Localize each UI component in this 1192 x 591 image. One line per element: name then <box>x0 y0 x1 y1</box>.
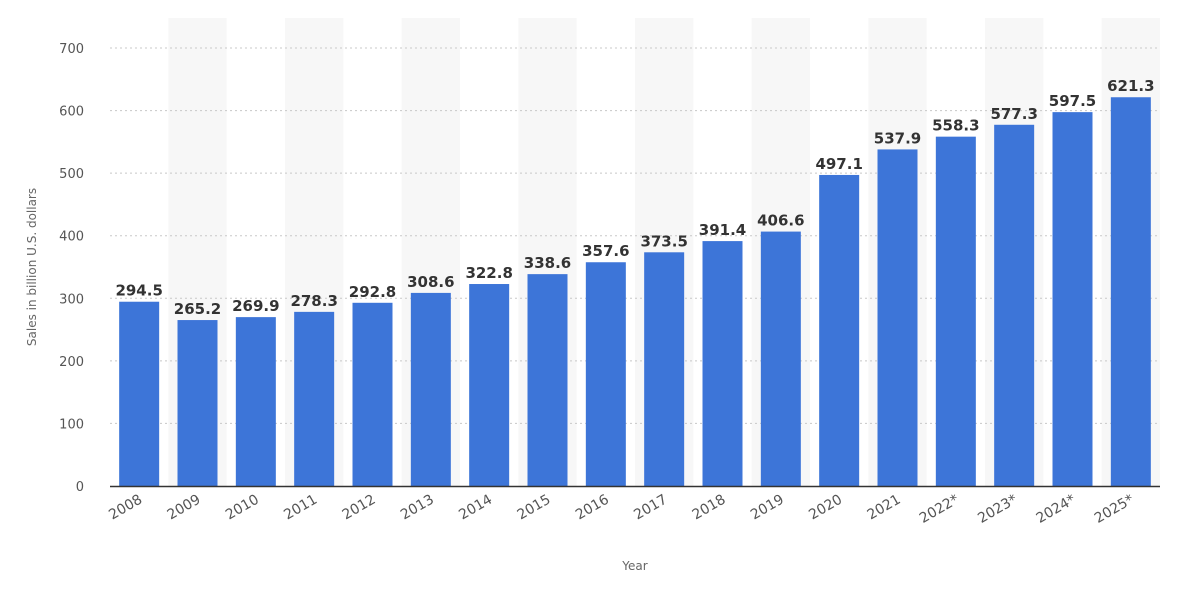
x-tick-label: 2025* <box>1092 492 1137 527</box>
bar <box>819 174 860 486</box>
bar <box>527 274 568 486</box>
y-axis-ticks: 0 100 200 300 400 500 600 700 <box>59 42 84 495</box>
x-tick-label: 2020 <box>806 492 845 524</box>
y-tick-label: 500 <box>59 167 84 182</box>
x-tick-label: 2016 <box>573 492 612 524</box>
x-tick-label: 2024* <box>1034 492 1079 527</box>
data-label: 497.1 <box>815 155 862 173</box>
bar <box>177 320 218 486</box>
data-label: 308.6 <box>407 273 454 291</box>
data-label: 373.5 <box>640 232 687 250</box>
y-tick-label: 600 <box>59 105 84 120</box>
bar <box>702 241 743 486</box>
bar <box>235 317 276 486</box>
x-tick-label: 2009 <box>165 492 204 524</box>
bar <box>410 292 451 486</box>
bar <box>585 262 626 486</box>
data-label: 621.3 <box>1107 77 1154 95</box>
data-label: 322.8 <box>465 264 512 282</box>
bar <box>760 231 801 486</box>
x-tick-label: 2008 <box>106 492 145 524</box>
x-tick-label: 2014 <box>456 492 495 524</box>
x-tick-label: 2010 <box>223 492 262 524</box>
data-label: 537.9 <box>874 129 921 147</box>
bar <box>935 136 976 487</box>
x-tick-label: 2012 <box>340 492 379 524</box>
gridlines <box>110 47 1160 424</box>
data-label: 265.2 <box>174 300 221 318</box>
x-tick-label: 2023* <box>975 492 1020 527</box>
bar <box>352 302 393 486</box>
bar <box>119 301 160 486</box>
data-label: 558.3 <box>932 117 979 135</box>
x-axis-ticks: 2008 2009 2010 2011 2012 2013 2014 2015 2016 2017… <box>106 492 1137 527</box>
x-tick-label: 2019 <box>748 492 787 524</box>
x-tick-label: 2018 <box>690 492 729 524</box>
x-tick-label: 2015 <box>515 492 554 524</box>
x-tick-label: 2013 <box>398 492 437 524</box>
x-tick-label: 2017 <box>631 492 670 524</box>
data-label: 597.5 <box>1049 92 1096 110</box>
y-tick-label: 200 <box>59 355 84 370</box>
bar <box>994 124 1035 486</box>
data-label: 338.6 <box>524 254 571 272</box>
y-tick-label: 700 <box>59 42 84 57</box>
data-label: 278.3 <box>290 292 337 310</box>
data-label: 577.3 <box>990 105 1037 123</box>
y-axis-title: Sales in billion U.S. dollars <box>25 188 39 346</box>
y-tick-label: 300 <box>59 292 84 307</box>
bar <box>469 284 510 486</box>
data-label: 357.6 <box>582 242 629 260</box>
bar <box>294 311 335 486</box>
bar <box>1110 97 1151 486</box>
bars <box>119 97 1151 487</box>
data-label: 391.4 <box>699 221 746 239</box>
data-label: 294.5 <box>115 282 162 300</box>
data-label: 292.8 <box>349 283 396 301</box>
y-tick-label: 400 <box>59 230 84 245</box>
bar <box>1052 112 1093 486</box>
y-tick-label: 0 <box>76 480 84 495</box>
data-label: 406.6 <box>757 212 804 230</box>
x-tick-label: 2021 <box>865 492 904 524</box>
bar <box>644 252 685 486</box>
x-axis-title: Year <box>621 559 647 573</box>
data-labels: 294.5 265.2 269.9 278.3 292.8 308.6 322.8 338.6… <box>115 77 1154 318</box>
bar <box>877 149 918 486</box>
data-label: 269.9 <box>232 297 279 315</box>
x-tick-label: 2022* <box>917 492 962 527</box>
x-tick-label: 2011 <box>281 492 320 524</box>
y-tick-label: 100 <box>59 417 84 432</box>
